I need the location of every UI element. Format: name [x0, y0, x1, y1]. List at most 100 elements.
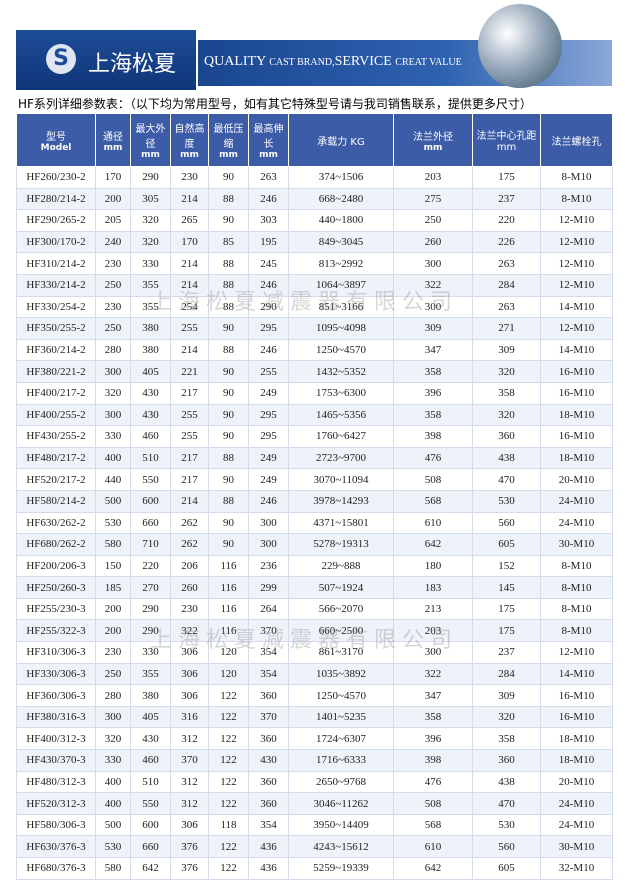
table-cell: 610 [393, 835, 473, 858]
table-cell: 220 [472, 209, 541, 232]
table-cell: 295 [248, 425, 289, 448]
table-cell: 3046~11262 [288, 792, 394, 815]
table-cell: 90 [208, 511, 249, 535]
table-cell: 380 [130, 684, 171, 707]
table-cell: 90 [208, 360, 249, 383]
table-cell: HF630/262-2 [16, 511, 96, 535]
table-cell: 436 [248, 857, 289, 880]
table-cell: 330 [130, 252, 171, 275]
table-cell: 312 [170, 727, 209, 751]
table-cell: 118 [208, 813, 249, 837]
table-cell: 320 [130, 209, 171, 232]
table-cell: 265 [170, 209, 209, 232]
table-cell: 122 [208, 857, 249, 880]
table-cell: 116 [208, 597, 249, 621]
table-row: HF310/214-2 230 330 214 88 245 813~2992 300 263 1… [16, 252, 613, 275]
table-cell: 246 [248, 338, 289, 362]
table-cell: 8-M10 [540, 576, 613, 599]
table-cell: 200 [95, 597, 131, 621]
column-unit: mm [259, 150, 278, 160]
table-cell: 12-M10 [540, 273, 613, 297]
table-cell: 530 [95, 835, 131, 858]
table-cell: 476 [393, 446, 473, 470]
table-cell: 470 [472, 468, 541, 491]
column-label: 自然高度 [174, 124, 205, 150]
table-cell: 710 [130, 533, 171, 556]
table-cell: 322 [393, 273, 473, 297]
table-cell: 400 [95, 770, 131, 794]
table-cell: 370 [248, 705, 289, 729]
table-cell: 1724~6307 [288, 727, 394, 751]
globe [478, 4, 562, 88]
column-header: 型号 Model [16, 113, 96, 167]
table-cell: 18-M10 [540, 749, 613, 772]
column-label: 通径 [103, 131, 123, 143]
table-row: HF290/265-2 205 320 265 90 303 440~1800 250 220 1… [16, 209, 613, 232]
table-cell: 398 [393, 749, 473, 772]
table-cell: 280 [95, 338, 131, 362]
table-cell: 88 [208, 252, 249, 275]
table-cell: 271 [472, 317, 541, 340]
table-cell: 250 [95, 317, 131, 340]
table-cell: 14-M10 [540, 338, 613, 362]
table-cell: 642 [130, 857, 171, 880]
table-cell: 438 [472, 446, 541, 470]
table-cell: 530 [95, 511, 131, 535]
table-cell: HF400/255-2 [16, 403, 96, 427]
table-cell: 320 [472, 705, 541, 729]
watermark: 上海松夏减震器有限公司 [150, 290, 459, 315]
table-cell: 200 [95, 619, 131, 643]
table-cell: 88 [208, 338, 249, 362]
table-cell: 214 [170, 252, 209, 275]
table-cell: 306 [170, 662, 209, 686]
table-cell: 8-M10 [540, 187, 613, 211]
table-cell: 255 [170, 425, 209, 448]
table-cell: HF580/306-3 [16, 813, 96, 837]
table-cell: 90 [208, 381, 249, 405]
table-cell: 813~2992 [288, 252, 394, 275]
watermark: 上海松夏减震器有限公司 [150, 628, 459, 653]
table-cell: 206 [170, 554, 209, 578]
table-cell: 306 [170, 684, 209, 707]
table-cell: HF330/214-2 [16, 273, 96, 297]
table-cell: 2723~9700 [288, 446, 394, 470]
table-cell: 262 [170, 533, 209, 556]
table-cell: 1716~6333 [288, 749, 394, 772]
table-cell: 12-M10 [540, 209, 613, 232]
table-cell: HF290/265-2 [16, 209, 96, 232]
table-cell: 245 [248, 252, 289, 275]
table-cell: HF255/230-3 [16, 597, 96, 621]
table-cell: 460 [130, 425, 171, 448]
table-cell: 1035~3892 [288, 662, 394, 686]
table-cell: 20-M10 [540, 770, 613, 794]
table-cell: 88 [208, 187, 249, 211]
table-cell: 320 [95, 727, 131, 751]
table-cell: 560 [472, 835, 541, 858]
table-cell: HF680/376-3 [16, 857, 96, 880]
table-cell: 510 [130, 446, 171, 470]
column-unit: mm [423, 142, 443, 153]
table-cell: HF330/254-2 [16, 295, 96, 319]
table-row: HF480/217-2 400 510 217 88 249 2723~9700 476 438… [16, 446, 613, 470]
table-cell: 90 [208, 317, 249, 340]
table-cell: 300 [248, 533, 289, 556]
table-cell: 300 [95, 403, 131, 427]
table-cell: 438 [472, 770, 541, 794]
table-cell: 8-M10 [540, 597, 613, 621]
table-row: HF380/221-2 300 405 221 90 255 1432~5352 358 320… [16, 360, 613, 383]
table-cell: 12-M10 [540, 230, 613, 254]
header-row: 型号 Model 通径 mm 最大外径 mm 自然高度 mm 最低压缩 mm 最高伸长 mm 承载力 K… [16, 113, 613, 167]
table-cell: 24-M10 [540, 511, 613, 535]
column-label: 最高伸长 [253, 124, 284, 150]
table-row: HF360/306-3 280 380 306 122 360 1250~4570 347 30… [16, 684, 613, 707]
table-cell: 255 [170, 317, 209, 340]
table-cell: 122 [208, 792, 249, 815]
table-cell: 600 [130, 489, 171, 513]
table-cell: 303 [248, 209, 289, 232]
table-cell: 358 [472, 381, 541, 405]
table-cell: 250 [95, 273, 131, 297]
table-cell: 32-M10 [540, 857, 613, 880]
table-cell: 185 [95, 576, 131, 599]
table-cell: 230 [170, 597, 209, 621]
table-row: HF255/230-3 200 290 230 116 264 566~2070 213 175… [16, 597, 613, 621]
